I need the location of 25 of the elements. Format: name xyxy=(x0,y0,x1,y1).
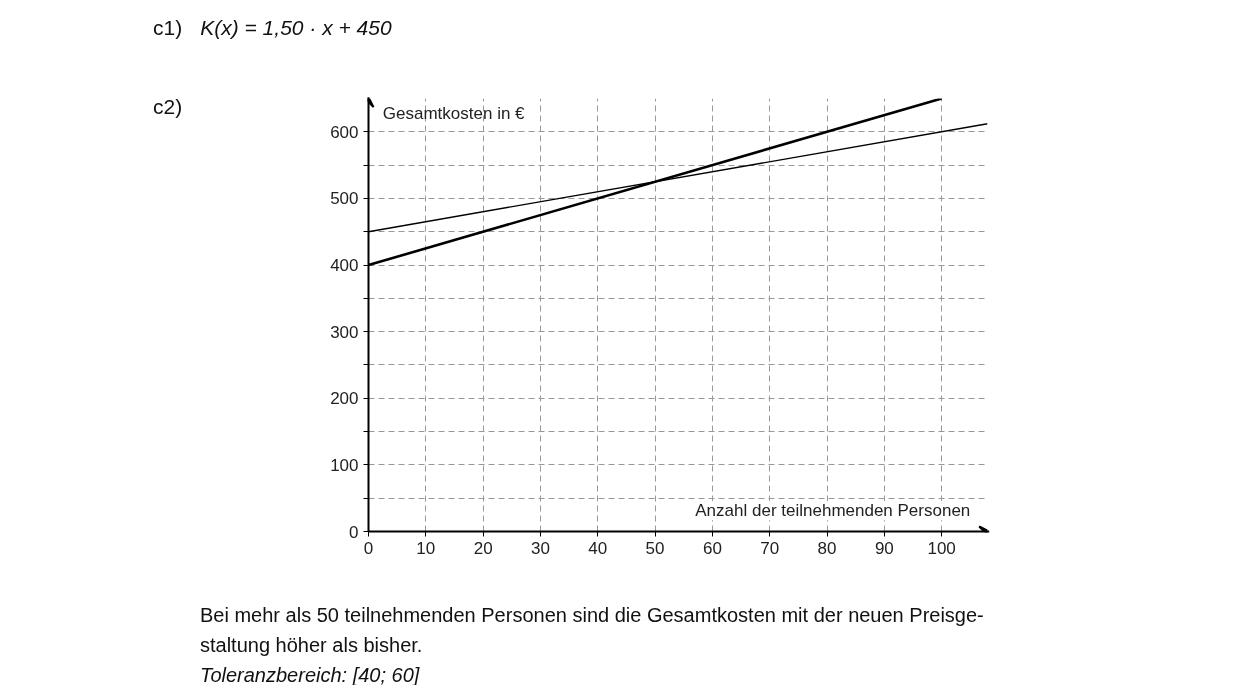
y-tick-label: 300 xyxy=(330,322,359,342)
text: Bei mehr als 50 teilnehmenden Personen sind die Gesamtkosten mit der neuen Preisge- xyxy=(200,603,984,628)
y-tick-label: 100 xyxy=(330,455,359,475)
x-tick-label: 30 xyxy=(530,538,550,558)
x-tick-label: 90 xyxy=(874,538,894,558)
y-tick-label: 600 xyxy=(330,122,359,142)
text: c2) xyxy=(153,95,183,118)
text: staltung höher als bisher. xyxy=(200,633,424,658)
y-tick-label: 400 xyxy=(330,256,359,276)
x-tick-label: 100 xyxy=(927,538,956,558)
x-axis-title: Anzahl der teilnehmenden Personen xyxy=(695,501,971,521)
x-tick-label: 40 xyxy=(588,538,608,558)
x-tick-label: 60 xyxy=(702,538,722,558)
y-tick-label: 500 xyxy=(330,189,359,209)
y-tick-label: 200 xyxy=(330,389,359,409)
x-tick-label: 70 xyxy=(760,538,780,558)
x-tick-label: 20 xyxy=(473,538,493,558)
x-tick-label: 80 xyxy=(817,538,837,558)
y-tick-label: 0 xyxy=(349,522,359,542)
x-tick-label: 10 xyxy=(416,538,436,558)
y-axis-title: Gesamtkosten in € xyxy=(382,103,526,123)
x-tick-label: 0 xyxy=(363,538,374,558)
text: c1) xyxy=(153,16,183,39)
text: K(x) = 1,50 · x + 450 xyxy=(200,16,392,39)
x-tick-label: 50 xyxy=(645,538,665,558)
